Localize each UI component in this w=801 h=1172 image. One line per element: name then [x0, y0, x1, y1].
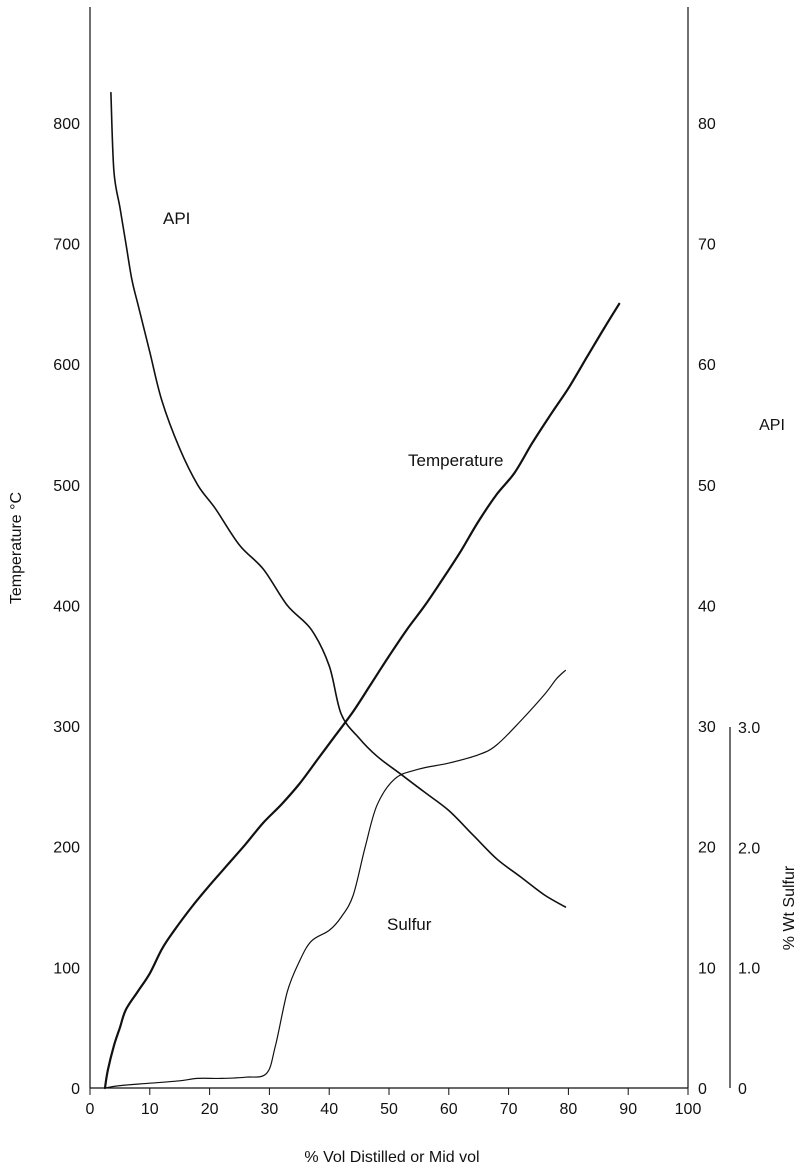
temperature-tick-label: 600	[53, 357, 80, 374]
sulfur-tick-label: 1.0	[738, 961, 760, 978]
x-tick-label: 90	[619, 1101, 637, 1118]
temperature-tick-label: 800	[53, 116, 80, 133]
temperature-tick-label: 500	[53, 478, 80, 495]
temperature-tick-label: 700	[53, 237, 80, 254]
y-axis-title-temperature: Temperature °C	[8, 492, 25, 604]
x-axis-title: % Vol Distilled or Mid vol	[304, 1149, 479, 1166]
api-tick-label: 20	[698, 840, 716, 857]
curve-label-sulfur: Sulfur	[387, 915, 432, 934]
api-tick-label: 60	[698, 357, 716, 374]
curve-label-temperature: Temperature	[408, 451, 503, 470]
series-line-temperature	[103, 302, 621, 1090]
temperature-tick-label: 200	[53, 840, 80, 857]
temperature-tick-label: 0	[71, 1081, 80, 1098]
x-tick-label: 100	[675, 1101, 702, 1118]
api-tick-label: 70	[698, 237, 716, 254]
x-tick-label: 20	[201, 1101, 219, 1118]
y-axis-title-sulfur: % Wt Sulfur	[781, 865, 798, 950]
api-tick-label: 30	[698, 719, 716, 736]
curve-label-api: API	[163, 209, 190, 228]
x-tick-label: 0	[86, 1101, 95, 1118]
x-tick-label: 80	[560, 1101, 578, 1118]
curves	[103, 91, 621, 1090]
x-tick-label: 60	[440, 1101, 458, 1118]
series-line-sulfur	[104, 669, 566, 1089]
api-tick-label: 50	[698, 478, 716, 495]
temperature-tick-label: 400	[53, 598, 80, 615]
x-tick-label: 40	[320, 1101, 338, 1118]
x-tick-label: 30	[261, 1101, 279, 1118]
sulfur-tick-label: 2.0	[738, 840, 760, 857]
x-tick-label: 70	[500, 1101, 518, 1118]
axes	[89, 7, 731, 1089]
api-tick-label: 40	[698, 598, 716, 615]
x-tick-label: 50	[380, 1101, 398, 1118]
y-axis-title-api: API	[759, 417, 785, 434]
api-tick-label: 0	[698, 1081, 707, 1098]
temperature-tick-label: 100	[53, 960, 80, 977]
x-tick-label: 10	[141, 1101, 159, 1118]
tick-labels: 0 10 20 30 40 50 60 70 80 90 100010020030040050060…	[53, 116, 760, 1118]
sulfur-tick-label: 0	[738, 1081, 747, 1098]
api-tick-label: 80	[698, 116, 716, 133]
sulfur-tick-label: 3.0	[738, 720, 760, 737]
series-line-api	[110, 91, 567, 908]
temperature-tick-label: 300	[53, 719, 80, 736]
api-tick-label: 10	[698, 960, 716, 977]
